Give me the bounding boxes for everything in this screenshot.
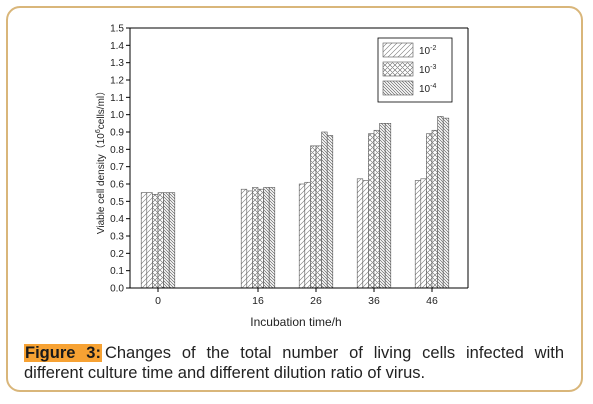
legend-label: 10-2 bbox=[419, 45, 436, 57]
bar bbox=[356, 178, 364, 289]
bar bbox=[157, 192, 164, 289]
legend-label: 10-3 bbox=[419, 64, 436, 76]
bar bbox=[379, 123, 386, 289]
bar bbox=[321, 131, 328, 289]
y-tick-label: 0.7 bbox=[110, 162, 124, 173]
bar bbox=[373, 129, 380, 289]
bar bbox=[420, 178, 427, 289]
x-tick-label: 36 bbox=[368, 295, 380, 307]
caption-label: Figure 3: bbox=[24, 344, 102, 362]
bar bbox=[315, 145, 322, 289]
x-tick-label: 16 bbox=[252, 295, 264, 307]
bar bbox=[362, 180, 369, 289]
bar bbox=[298, 183, 306, 289]
y-tick-label: 1.4 bbox=[110, 41, 124, 52]
bar bbox=[414, 180, 422, 289]
bar bbox=[146, 192, 153, 289]
y-tick-label: 1.3 bbox=[110, 58, 124, 69]
y-tick-label: 0.6 bbox=[110, 180, 124, 191]
y-tick-label: 0.5 bbox=[110, 197, 124, 208]
bar-chart: 0.0 0.1 0.2 0.3 0.4 0.5 0.6 0.7 0.8 0.9 1.0 1.1 1.2 1… bbox=[95, 24, 469, 329]
bar bbox=[368, 133, 375, 289]
y-tick-label: 0.0 bbox=[110, 284, 124, 295]
bar bbox=[326, 135, 334, 289]
y-tick-label: 0.1 bbox=[110, 266, 124, 277]
bar bbox=[426, 133, 433, 289]
x-tick-label: 26 bbox=[310, 295, 322, 307]
y-tick-label: 0.2 bbox=[110, 249, 124, 260]
y-tick-label: 1.1 bbox=[110, 93, 124, 104]
legend: 10-2 10-3 10-4 bbox=[377, 37, 453, 103]
bar bbox=[140, 192, 148, 289]
bar bbox=[257, 188, 264, 289]
y-tick-label: 0.9 bbox=[110, 128, 124, 139]
bars-layer bbox=[140, 116, 450, 289]
bar bbox=[163, 192, 170, 289]
bar bbox=[431, 129, 438, 289]
axes-layer: 0.0 0.1 0.2 0.3 0.4 0.5 0.6 0.7 0.8 0.9 1.0 1.1 1.2 1… bbox=[95, 24, 469, 329]
legend-swatch bbox=[382, 80, 414, 96]
bar bbox=[168, 192, 176, 289]
x-axis-label: Incubation time/h bbox=[250, 315, 341, 329]
bar bbox=[263, 187, 270, 289]
bar bbox=[442, 117, 450, 289]
y-tick-label: 0.3 bbox=[110, 232, 124, 243]
y-tick-label: 0.4 bbox=[110, 214, 124, 225]
figure-caption: Figure 3: Changes of the total number of … bbox=[24, 343, 564, 383]
bar bbox=[152, 194, 159, 289]
bar bbox=[246, 190, 253, 289]
bar bbox=[304, 181, 311, 289]
x-tick-label: 0 bbox=[155, 295, 161, 307]
bar bbox=[268, 187, 276, 289]
y-tick-label: 1.0 bbox=[110, 110, 124, 121]
y-tick-label: 1.5 bbox=[110, 24, 124, 35]
bar bbox=[437, 116, 444, 289]
y-tick-label: 0.8 bbox=[110, 145, 124, 156]
caption-text: Changes of the total number of living ce… bbox=[24, 344, 564, 382]
y-axis-label: Viable cell density（106cells/ml） bbox=[95, 86, 107, 234]
legend-swatch bbox=[382, 61, 414, 77]
y-tick-label: 1.2 bbox=[110, 76, 124, 87]
bar bbox=[240, 188, 248, 289]
x-tick-label: 46 bbox=[426, 295, 438, 307]
bar bbox=[384, 123, 392, 289]
legend-label: 10-4 bbox=[419, 83, 436, 95]
bar bbox=[252, 187, 259, 289]
legend-swatch bbox=[382, 42, 414, 58]
bar bbox=[310, 145, 317, 289]
figure-frame bbox=[6, 6, 583, 392]
